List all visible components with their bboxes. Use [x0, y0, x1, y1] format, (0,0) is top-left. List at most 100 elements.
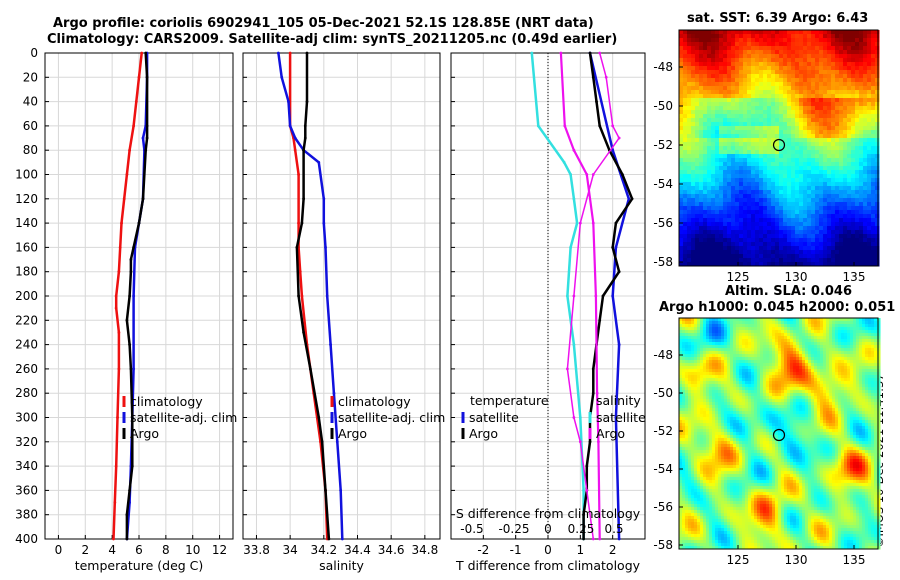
map-cell — [847, 387, 851, 391]
map-cell — [755, 114, 760, 119]
map-cell — [727, 58, 732, 63]
map-cell — [871, 186, 876, 191]
map-cell — [862, 354, 866, 358]
temperature-argo-line-point — [126, 513, 129, 516]
map-cell — [703, 122, 708, 127]
map-cell — [823, 318, 827, 322]
map-cell — [719, 182, 724, 187]
map-cell — [823, 158, 828, 163]
map-cell — [731, 134, 736, 139]
map-cell — [796, 369, 800, 373]
map-cell — [871, 114, 876, 119]
map-cell — [715, 62, 720, 67]
map-cell — [739, 42, 744, 47]
map-cell — [835, 198, 840, 203]
sdiff-argo-line-point — [585, 489, 588, 492]
map-cell — [814, 369, 818, 373]
map-cell — [835, 94, 840, 99]
temperature-climatology-line-point — [113, 501, 116, 504]
map-cell — [712, 336, 716, 340]
map-cell — [715, 234, 720, 239]
map-cell — [685, 351, 689, 355]
map-cell — [856, 342, 860, 346]
map-cell — [739, 146, 744, 151]
map-cell — [703, 118, 708, 123]
map-cell — [724, 366, 728, 370]
map-cell — [823, 258, 828, 263]
map-cell — [859, 218, 864, 223]
map-cell — [747, 118, 752, 123]
map-cell — [841, 327, 845, 331]
map-cell — [745, 363, 749, 367]
map-cell — [691, 146, 696, 151]
map-cell — [743, 66, 748, 71]
map-cell — [875, 66, 880, 71]
map-cell — [721, 369, 725, 373]
map-cell — [796, 351, 800, 355]
map-cell — [687, 58, 692, 63]
map-cell — [787, 369, 791, 373]
map-cell — [783, 170, 788, 175]
map-cell — [835, 182, 840, 187]
map-cell — [787, 351, 791, 355]
map-cell — [706, 363, 710, 367]
map-cell — [820, 348, 824, 352]
map-cell — [763, 158, 768, 163]
map-cell — [853, 342, 857, 346]
map-cell — [775, 66, 780, 71]
map-cell — [790, 360, 794, 364]
map-cell — [727, 198, 732, 203]
map-cell — [747, 194, 752, 199]
map-cell — [783, 58, 788, 63]
map-cell — [823, 154, 828, 159]
map-cell — [815, 210, 820, 215]
map-cell — [875, 90, 880, 95]
map-cell — [820, 351, 824, 355]
map-cell — [874, 357, 878, 361]
map-cell — [687, 138, 692, 143]
map-cell — [721, 381, 725, 385]
map-cell — [769, 378, 773, 382]
map-cell — [850, 321, 854, 325]
map-cell — [871, 348, 875, 352]
map-cell — [727, 170, 732, 175]
map-cell — [763, 333, 767, 337]
map-cell — [755, 210, 760, 215]
profile-panel-1 — [45, 53, 233, 539]
map-cell — [755, 214, 760, 219]
map-cell — [843, 42, 848, 47]
map-cell — [683, 206, 688, 211]
map-cell — [739, 130, 744, 135]
map-cell — [751, 214, 756, 219]
map-cell — [831, 218, 836, 223]
map-cell — [867, 218, 872, 223]
map-cell — [787, 178, 792, 183]
map-cell — [769, 339, 773, 343]
map-cell — [787, 58, 792, 63]
map-cell — [819, 30, 824, 35]
map-cell — [827, 242, 832, 247]
map-cell — [767, 194, 772, 199]
map-cell — [835, 230, 840, 235]
map-cell — [719, 42, 724, 47]
map-cell — [791, 54, 796, 59]
map-cell — [781, 324, 785, 328]
map-cell — [769, 345, 773, 349]
map-cell — [711, 38, 716, 43]
map-cell — [787, 118, 792, 123]
map-cell — [748, 318, 752, 322]
map-cell — [815, 102, 820, 107]
map-cell — [766, 360, 770, 364]
map-cell — [767, 66, 772, 71]
map-cell — [682, 348, 686, 352]
map-cell — [683, 62, 688, 67]
map-cell — [814, 366, 818, 370]
map-cell — [807, 114, 812, 119]
map-cell — [739, 366, 743, 370]
map-cell — [688, 372, 692, 376]
map-cell — [695, 126, 700, 131]
map-cell — [683, 202, 688, 207]
map-cell — [783, 158, 788, 163]
map-cell — [874, 318, 878, 322]
map-cell — [679, 202, 684, 207]
